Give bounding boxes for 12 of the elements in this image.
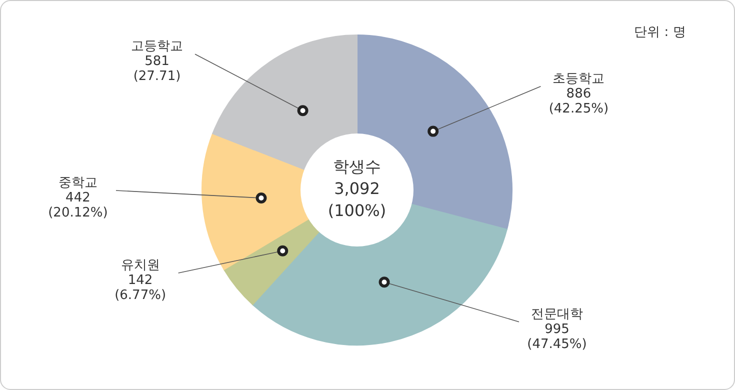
slice-label: 유치원 <box>120 258 160 273</box>
slice-label: 초등학교 <box>552 71 605 86</box>
text: 학생수 3,092 (100%) <box>328 157 386 220</box>
slice-label: 고등학교 <box>131 39 183 54</box>
text: 단위 : 명 <box>634 25 686 40</box>
data-label: 886 (42.25%) <box>548 86 609 116</box>
data-label: 581 (27.71) <box>133 54 181 84</box>
data-label: 442 (20.12%) <box>48 190 108 221</box>
slice-label: 전문대학 <box>531 306 583 322</box>
data-label: 142 (6.77%) <box>114 273 166 303</box>
data-label: 995 (47.45%) <box>527 322 587 352</box>
slice-label: 중학교 <box>58 176 98 191</box>
